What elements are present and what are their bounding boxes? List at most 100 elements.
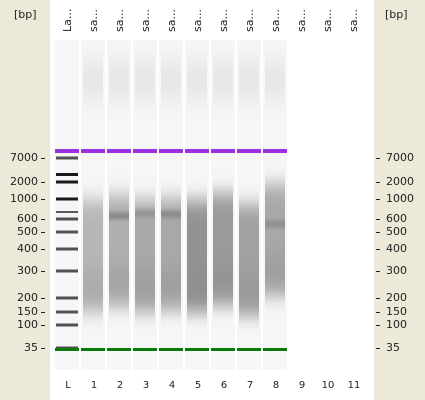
left-tick-mark bbox=[41, 312, 45, 313]
lane-index-L: L bbox=[65, 380, 71, 391]
sample-haze bbox=[83, 60, 103, 100]
right-tick-label: 300 bbox=[386, 264, 407, 277]
lane-index-10: 10 bbox=[321, 380, 335, 391]
lower-marker-band bbox=[159, 348, 183, 351]
lane-index-1: 1 bbox=[90, 380, 98, 391]
upper-marker-band bbox=[211, 149, 235, 153]
lower-marker-band bbox=[133, 348, 157, 351]
right-tick-label: 150 bbox=[386, 305, 407, 318]
sample-haze bbox=[109, 60, 129, 100]
ladder-band bbox=[56, 230, 78, 234]
lower-marker-band bbox=[55, 348, 79, 351]
right-tick-label: 1000 bbox=[386, 192, 414, 205]
gel-image bbox=[55, 40, 287, 370]
left-tick-mark bbox=[41, 182, 45, 183]
ladder-band bbox=[56, 197, 78, 201]
right-tick-label: 400 bbox=[386, 242, 407, 255]
upper-marker-band bbox=[185, 149, 209, 153]
sample-smear-tail bbox=[187, 270, 207, 311]
ladder-band bbox=[56, 310, 78, 314]
right-tick-mark bbox=[376, 199, 380, 200]
right-tick-label: 35 bbox=[386, 341, 400, 354]
right-tick-mark bbox=[376, 298, 380, 299]
right-tick-mark bbox=[376, 325, 380, 326]
left-tick-label: 600 bbox=[17, 212, 38, 225]
left-tick-label: 7000 bbox=[10, 151, 38, 164]
upper-marker-band bbox=[237, 149, 261, 153]
lane-index-11: 11 bbox=[347, 380, 361, 391]
left-axis-unit: [bp] bbox=[14, 8, 37, 21]
left-tick-mark bbox=[41, 219, 45, 220]
lane-index-6: 6 bbox=[220, 380, 228, 391]
ladder-band bbox=[56, 211, 78, 213]
sample-smear-tail bbox=[135, 270, 155, 311]
lane-index-8: 8 bbox=[272, 380, 280, 391]
lower-marker-band bbox=[263, 348, 287, 351]
ladder-band bbox=[56, 180, 78, 184]
sample-band bbox=[135, 209, 155, 216]
sample-smear-tail bbox=[213, 263, 233, 304]
ladder-band bbox=[56, 269, 78, 273]
sample-smear-tail bbox=[265, 254, 285, 295]
sample-haze bbox=[187, 60, 207, 100]
right-tick-mark bbox=[376, 182, 380, 183]
left-tick-mark bbox=[41, 348, 45, 349]
left-tick-label: 500 bbox=[17, 225, 38, 238]
upper-marker-band bbox=[159, 149, 183, 153]
sample-haze bbox=[239, 60, 259, 100]
sample-band bbox=[109, 212, 129, 219]
right-tick-mark bbox=[376, 219, 380, 220]
right-tick-mark bbox=[376, 232, 380, 233]
ladder-band bbox=[56, 323, 78, 327]
ladder-band bbox=[56, 296, 78, 300]
left-tick-label: 150 bbox=[17, 305, 38, 318]
right-tick-mark bbox=[376, 348, 380, 349]
left-tick-mark bbox=[41, 232, 45, 233]
sample-smear-tail bbox=[239, 274, 259, 314]
lower-marker-band bbox=[81, 348, 105, 351]
sample-smear-tail bbox=[83, 270, 103, 311]
upper-marker-band bbox=[133, 149, 157, 153]
right-tick-mark bbox=[376, 249, 380, 250]
sample-haze bbox=[213, 60, 233, 100]
lane-index-3: 3 bbox=[142, 380, 150, 391]
sample-haze bbox=[161, 60, 181, 100]
upper-marker-band bbox=[107, 149, 131, 153]
left-tick-label: 2000 bbox=[10, 175, 38, 188]
lane-index-7: 7 bbox=[246, 380, 254, 391]
right-tick-label: 100 bbox=[386, 318, 407, 331]
right-tick-label: 7000 bbox=[386, 151, 414, 164]
right-tick-label: 600 bbox=[386, 212, 407, 225]
lane-index-4: 4 bbox=[168, 380, 176, 391]
lower-marker-band bbox=[107, 348, 131, 351]
left-tick-mark bbox=[41, 325, 45, 326]
left-tick-mark bbox=[41, 249, 45, 250]
ladder-band bbox=[56, 156, 78, 160]
left-tick-label: 200 bbox=[17, 291, 38, 304]
sample-band bbox=[265, 220, 285, 227]
sample-smear-tail bbox=[109, 265, 129, 306]
left-axis-panel: [bp] bbox=[0, 0, 50, 400]
left-tick-mark bbox=[41, 298, 45, 299]
left-tick-label: 35 bbox=[24, 341, 38, 354]
right-tick-mark bbox=[376, 271, 380, 272]
right-axis-panel: [bp] bbox=[374, 0, 425, 400]
lower-marker-band bbox=[211, 348, 235, 351]
ladder-band bbox=[56, 173, 78, 176]
right-tick-label: 200 bbox=[386, 291, 407, 304]
right-tick-label: 2000 bbox=[386, 175, 414, 188]
right-tick-mark bbox=[376, 158, 380, 159]
sample-smear-tail bbox=[161, 268, 181, 309]
left-tick-mark bbox=[41, 199, 45, 200]
left-tick-mark bbox=[41, 271, 45, 272]
ladder-band bbox=[56, 217, 78, 221]
sample-haze bbox=[135, 60, 155, 100]
lane-index-2: 2 bbox=[116, 380, 124, 391]
upper-marker-band bbox=[55, 149, 79, 153]
lower-marker-band bbox=[237, 348, 261, 351]
right-tick-label: 500 bbox=[386, 225, 407, 238]
lower-marker-band bbox=[185, 348, 209, 351]
left-tick-label: 100 bbox=[17, 318, 38, 331]
left-tick-mark bbox=[41, 158, 45, 159]
